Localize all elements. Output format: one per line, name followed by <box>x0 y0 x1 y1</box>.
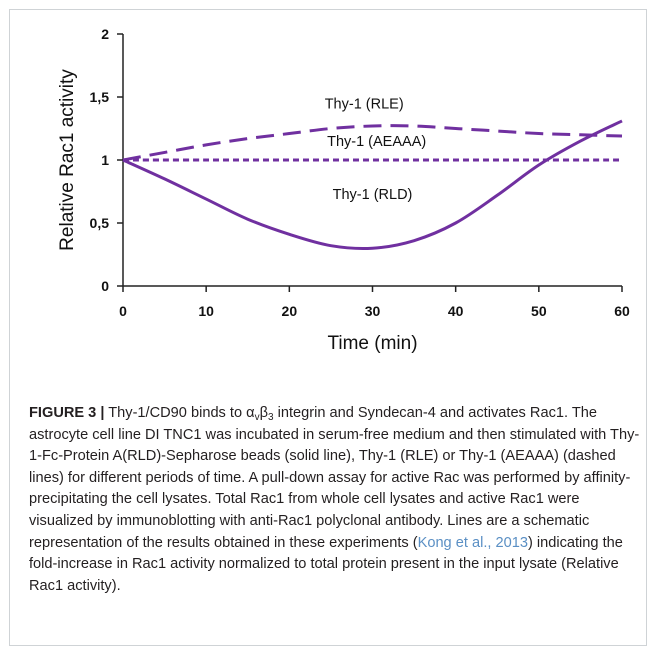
x-axis-title: Time (min) <box>327 333 417 354</box>
series-line-rld <box>122 119 623 250</box>
figure-caption: FIGURE 3 | Thy-1/CD90 binds to αvβ3 inte… <box>29 403 641 597</box>
chart-axes <box>117 33 623 292</box>
y-tick-label: 2 <box>101 26 109 42</box>
x-tick-label: 30 <box>365 303 381 319</box>
series-label-aeaaa: Thy-1 (AEAAA) <box>327 134 426 150</box>
x-tick-label: 0 <box>119 303 127 319</box>
x-tick-label: 60 <box>614 303 630 319</box>
series-label-rld: Thy-1 (RLD) <box>333 187 413 203</box>
caption-text-4: ) indicating the fold-increase in Rac1 a… <box>29 534 623 594</box>
caption-text-3: integrin and Syndecan-4 and activates Ra… <box>29 405 640 551</box>
figure-panel: 0 0,5 1 1,5 2 0 10 20 30 40 50 60 Time (min) Relative… <box>9 9 647 646</box>
y-tick-label: 1 <box>101 152 109 168</box>
caption-text-1: Thy-1/CD90 binds to α <box>104 405 255 421</box>
reference-link[interactable]: Kong et al., 2013 <box>417 534 528 551</box>
x-tick-label: 50 <box>531 303 547 319</box>
y-tick-label: 1,5 <box>90 89 110 105</box>
y-tick-label: 0,5 <box>90 215 110 231</box>
caption-text-2: β <box>259 405 268 421</box>
caption-subscript-2: 3 <box>267 412 274 423</box>
y-axis-title: Relative Rac1 activity <box>57 69 78 251</box>
y-tick-label: 0 <box>101 278 109 294</box>
figure-label: FIGURE 3 | <box>29 405 105 421</box>
x-tick-label: 40 <box>448 303 464 319</box>
caption-subscript-1: v <box>254 412 260 423</box>
x-tick-label: 20 <box>282 303 298 319</box>
series-line-rle <box>122 124 623 162</box>
chart-series <box>122 119 623 250</box>
series-label-rle: Thy-1 (RLE) <box>325 96 404 112</box>
x-tick-label: 10 <box>198 303 214 319</box>
